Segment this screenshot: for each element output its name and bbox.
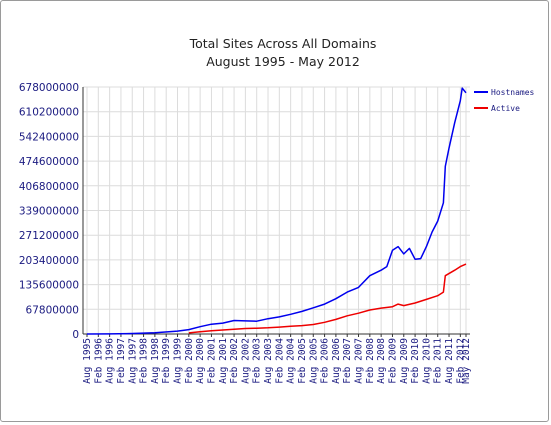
series-line-hostnames — [86, 87, 467, 335]
x-tick-label: Aug 2004 — [286, 338, 297, 384]
y-axis-ticks: 0 67800000 135600000 203400000 271200000 3390… — [19, 82, 79, 341]
x-tick-label: Feb 1997 — [116, 338, 127, 384]
x-tick-label: Aug 1997 — [127, 338, 138, 384]
x-tick-label: Feb 2001 — [206, 338, 217, 384]
x-tick-label: Feb 2012 — [455, 338, 466, 384]
x-tick-label: Feb 2010 — [410, 338, 421, 384]
x-tick-label: Aug 1999 — [173, 338, 184, 384]
x-tick-label: Aug 2007 — [354, 338, 365, 384]
grid — [83, 86, 470, 335]
x-tick-label: Aug 2011 — [444, 338, 455, 384]
x-tick-label: Aug 2009 — [399, 338, 410, 384]
x-tick-label: Aug 2005 — [308, 338, 319, 384]
y-tick-label: 339000000 — [19, 206, 79, 218]
y-tick-label: 135600000 — [19, 280, 79, 292]
series-lines — [86, 87, 467, 335]
y-tick-label: 0 — [72, 329, 79, 341]
x-tick-label: Feb 1999 — [161, 338, 172, 384]
y-tick-label: 542400000 — [19, 131, 79, 143]
y-tick-label: 203400000 — [19, 255, 79, 267]
y-tick-label: 610200000 — [19, 107, 79, 119]
x-tick-label: Aug 2002 — [240, 338, 251, 384]
x-tick-label: Feb 1998 — [139, 338, 150, 384]
x-tick-label: Feb 2005 — [297, 338, 308, 384]
x-tick-label: Feb 2009 — [387, 338, 398, 384]
chart-title: Total Sites Across All Domains — [189, 36, 377, 51]
x-tick-label: May 2012 — [461, 338, 472, 384]
x-tick-label: Feb 2004 — [274, 338, 285, 384]
y-tick-label: 474600000 — [19, 156, 79, 168]
x-tick-label: Feb 2008 — [365, 338, 376, 384]
legend-label-hostnames: Hostnames — [491, 88, 535, 97]
x-tick-label: Aug 1996 — [105, 338, 116, 384]
legend-label-active: Active — [491, 104, 520, 113]
x-tick-label: Feb 2011 — [433, 338, 444, 384]
x-tick-label: Feb 2000 — [184, 338, 195, 384]
x-tick-label: Feb 2007 — [342, 338, 353, 384]
x-tick-label: Aug 1995 — [82, 338, 93, 384]
x-tick-label: Aug 1998 — [150, 338, 161, 384]
x-tick-label: Feb 2006 — [320, 338, 331, 384]
x-tick-label: Aug 2000 — [195, 338, 206, 384]
series-line-active — [188, 263, 467, 334]
y-tick-label: 406800000 — [19, 181, 79, 193]
x-tick-label: Aug 2010 — [421, 338, 432, 384]
y-tick-label: 678000000 — [19, 82, 79, 94]
x-tick-label: Aug 2001 — [218, 338, 229, 384]
y-tick-label: 67800000 — [26, 304, 79, 316]
chart-subtitle: August 1995 - May 2012 — [206, 54, 360, 69]
x-axis-ticks: Aug 1995 Feb 1996 Aug 1996 Feb 1997 Aug 1997… — [82, 338, 472, 384]
y-tick-label: 271200000 — [19, 230, 79, 242]
axes — [82, 87, 470, 337]
x-tick-label: Feb 1996 — [93, 338, 104, 384]
x-tick-label: Aug 2006 — [331, 338, 342, 384]
legend: Hostnames Active — [474, 88, 535, 113]
x-tick-label: Feb 2002 — [229, 338, 240, 384]
x-tick-label: Aug 2008 — [376, 338, 387, 384]
x-tick-label: Aug 2003 — [263, 338, 274, 384]
x-tick-label: Feb 2003 — [252, 338, 263, 384]
